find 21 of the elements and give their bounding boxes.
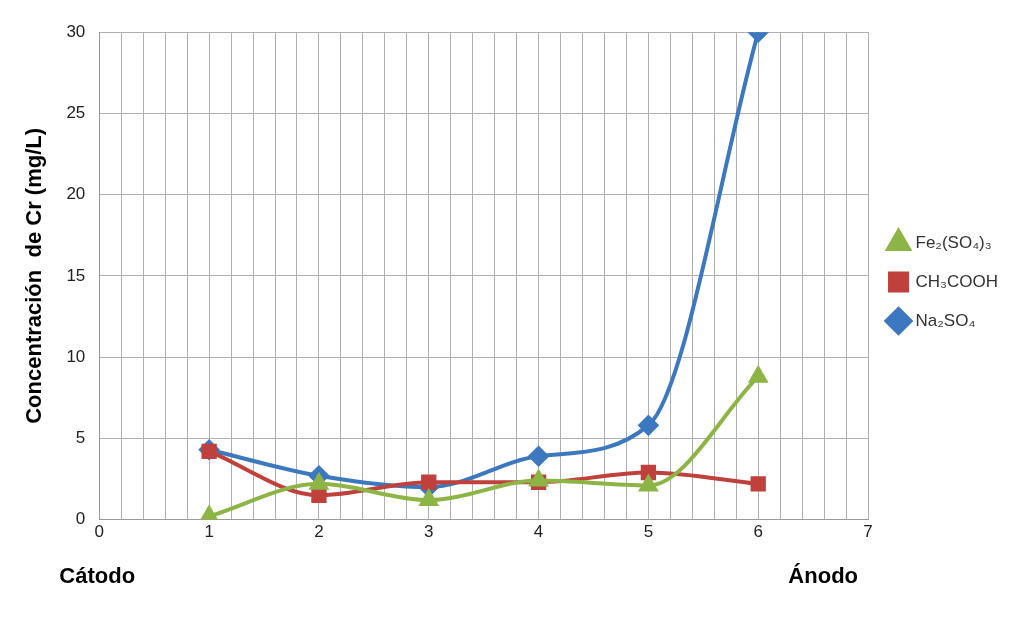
x-tick-label: 3 — [424, 522, 434, 542]
x-tick-label: 7 — [863, 522, 873, 542]
x-tick-label: 4 — [533, 522, 544, 542]
y-tick-label: 20 — [66, 184, 86, 204]
legend-label: CH₃COOH — [915, 271, 999, 291]
x-tick-label: 2 — [314, 522, 324, 542]
x-tick-label: 0 — [94, 522, 105, 542]
y-tick-label: 5 — [75, 428, 86, 448]
x-tick-label: 5 — [643, 522, 654, 542]
x-tick-label: 1 — [204, 522, 214, 542]
y-tick-label: 30 — [66, 21, 86, 41]
y-tick-label: 0 — [75, 509, 86, 529]
y-tick-label: 25 — [66, 103, 86, 123]
y-tick-label: 15 — [66, 265, 86, 285]
text: Ánodo — [788, 562, 859, 588]
text: Cátodo — [59, 562, 136, 588]
legend-label: Na₂SO₄ — [915, 310, 976, 330]
x-tick-label: 6 — [753, 522, 763, 542]
y-tick-label: 10 — [66, 346, 86, 366]
y-axis-title: Concentración de Cr (mg/L) — [21, 128, 47, 424]
legend-label: Fe₂(SO₄)₃ — [915, 232, 992, 252]
